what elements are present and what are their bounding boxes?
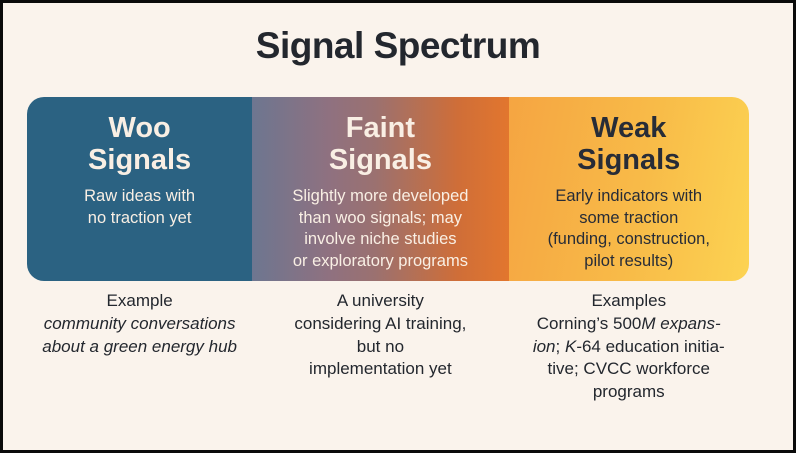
description-line: pilot results) [584, 252, 674, 271]
example-text-segment: ion [532, 336, 556, 356]
example-line: about a green energy hub [42, 336, 237, 356]
heading-line: Signals [88, 144, 192, 177]
heading-line: Woo [108, 112, 171, 144]
heading-line: Signals [577, 144, 681, 177]
example-label: Examples [591, 291, 667, 310]
faint-signals-heading: Faint Signals [329, 112, 432, 177]
example-line: tive; CVCC workforce [547, 359, 710, 379]
woo-signals-heading: Woo Signals [88, 112, 191, 177]
woo-signals-description: Raw ideas with no traction yet [84, 186, 195, 230]
example-line: but no [356, 336, 405, 356]
example-line: Corning’s 500M expans- [509, 313, 749, 336]
example-line: considering AI training, [294, 313, 467, 333]
example-text-segment: -64 education initia- [576, 336, 725, 356]
page-title: Signal Spectrum [255, 25, 541, 66]
example-text-segment: M expans- [641, 313, 721, 333]
example-weak-signals: Examples Corning’s 500M expans- ion; K-6… [509, 290, 749, 404]
weak-signals-description: Early indicators with some traction (fun… [548, 186, 710, 273]
example-line: implementation yet [309, 359, 452, 379]
description-line: no traction yet [87, 208, 192, 227]
example-line: ion; K-64 education initia- [509, 336, 749, 359]
description-line: (funding, construction, [547, 230, 710, 249]
examples-row: Example community conversations about a … [27, 290, 749, 404]
panel-weak-signals: Weak Signals Early indicators with some … [508, 97, 749, 281]
example-text-segment: Corning’s 500 [536, 313, 642, 333]
weak-signals-heading: Weak Signals [577, 112, 680, 177]
example-line: programs [592, 382, 665, 402]
heading-line: Weak [591, 112, 667, 144]
panel-faint-signals: Faint Signals Slightly more developed th… [252, 97, 509, 281]
example-line: A university [336, 291, 424, 310]
example-label: Example [106, 291, 173, 310]
heading-line: Faint [345, 112, 416, 144]
example-text-segment: ; [555, 336, 565, 356]
description-line: than woo signals; may [298, 208, 463, 227]
spectrum-bar: Woo Signals Raw ideas with no traction y… [27, 97, 749, 281]
description-line: Slightly more developed [292, 186, 469, 205]
description-line: some traction [579, 208, 679, 227]
description-line: involve niche studies [304, 230, 457, 249]
example-text-segment: K [564, 336, 577, 356]
description-line: Raw ideas with [84, 186, 196, 205]
description-line: Early indicators with [555, 186, 703, 205]
panel-woo-signals: Woo Signals Raw ideas with no traction y… [27, 97, 253, 281]
heading-line: Signals [328, 144, 432, 177]
faint-signals-description: Slightly more developed than woo signals… [292, 186, 468, 273]
example-woo-signals: Example community conversations about a … [27, 290, 252, 404]
example-faint-signals: A university considering AI training, bu… [252, 290, 508, 404]
example-line: community conversations [43, 313, 236, 333]
description-line: or exploratory programs [292, 252, 468, 271]
